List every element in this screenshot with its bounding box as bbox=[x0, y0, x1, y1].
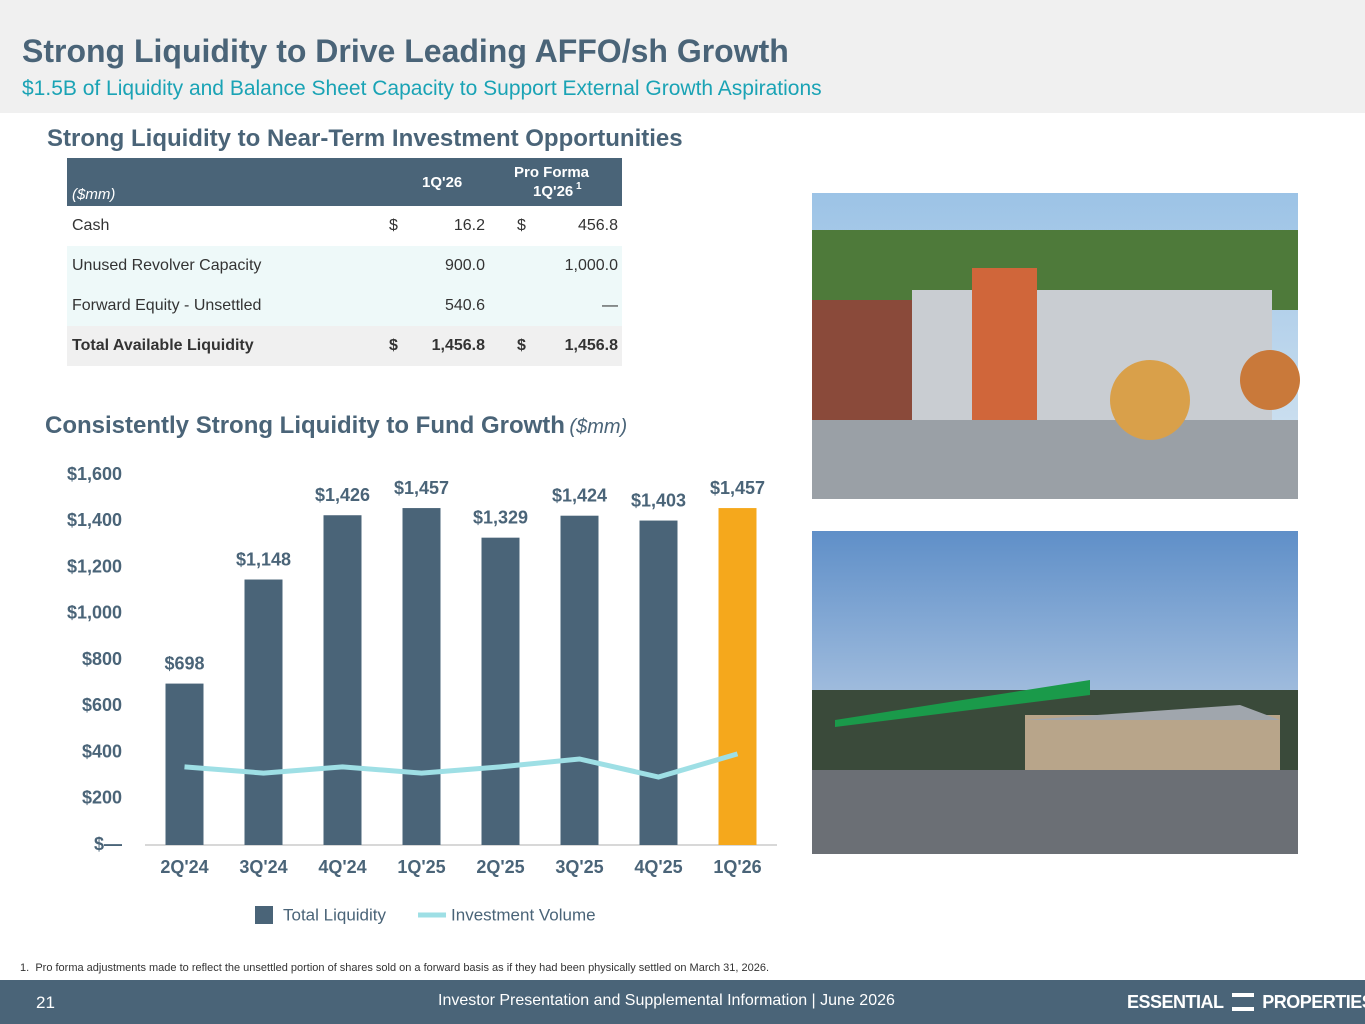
table-cell: $ bbox=[389, 337, 398, 354]
data-label: $1,457 bbox=[394, 478, 449, 498]
table-cell: $ bbox=[389, 217, 398, 234]
table-row: Total Available Liquidity $1,456.8 $1,456.… bbox=[67, 326, 622, 366]
table-cell: 456.8 bbox=[577, 217, 618, 234]
table-header: ($mm) 1Q'26 Pro Forma 1Q'26 1 bbox=[67, 158, 622, 206]
x-tick-label: 4Q'24 bbox=[318, 857, 366, 877]
x-tick-label: 1Q'26 bbox=[713, 857, 761, 877]
column-header: Pro Forma bbox=[514, 164, 590, 181]
data-label: $1,457 bbox=[710, 478, 765, 498]
chart-unit: ($mm) bbox=[569, 416, 628, 438]
data-label: $1,148 bbox=[236, 549, 291, 569]
table-cell: 900.0 bbox=[444, 257, 485, 274]
footnote-marker: 1. bbox=[20, 962, 30, 974]
y-tick-label: $1,400 bbox=[67, 510, 122, 530]
table-row: Cash $16.2 $456.8 bbox=[67, 206, 622, 246]
legend-label: Total Liquidity bbox=[283, 905, 387, 924]
bar bbox=[481, 537, 520, 845]
row-label: Unused Revolver Capacity bbox=[72, 257, 262, 274]
data-label: $1,403 bbox=[631, 490, 686, 510]
y-tick-label: $800 bbox=[82, 649, 122, 669]
table-cell: 16.2 bbox=[453, 217, 485, 234]
page-number: 21 bbox=[36, 993, 55, 1012]
table-row: Forward Equity - Unsettled 540.6 — bbox=[67, 286, 622, 326]
column-header: 1Q'26 bbox=[533, 183, 574, 200]
line bbox=[184, 751, 739, 780]
table-row: Unused Revolver Capacity 900.0 1,000.0 bbox=[67, 246, 622, 286]
footnote-text: Pro forma adjustments made to reflect th… bbox=[35, 962, 770, 974]
footer-band bbox=[0, 980, 1365, 1024]
data-label: $1,329 bbox=[473, 507, 528, 527]
bar bbox=[560, 515, 599, 845]
bar bbox=[244, 579, 283, 845]
data-label: $1,424 bbox=[552, 485, 607, 505]
y-tick-label: $200 bbox=[82, 788, 122, 808]
x-tick-label: 2Q'25 bbox=[476, 857, 524, 877]
table-cell: 540.6 bbox=[444, 297, 485, 314]
x-tick-label: 1Q'25 bbox=[397, 857, 445, 877]
row-label: Cash bbox=[72, 217, 110, 234]
row-label: Total Available Liquidity bbox=[72, 337, 254, 354]
table-cell: 1,456.8 bbox=[564, 337, 618, 354]
legend-label: Investment Volume bbox=[451, 905, 596, 924]
y-tick-label: $— bbox=[94, 834, 122, 854]
footnote: 1. Pro forma adjustments made to reflect… bbox=[20, 962, 769, 974]
data-label: $698 bbox=[164, 653, 204, 673]
bar bbox=[718, 508, 757, 845]
x-tick-label: 4Q'25 bbox=[634, 857, 682, 877]
logo-text: ESSENTIAL bbox=[1127, 992, 1224, 1012]
bar bbox=[402, 508, 441, 845]
data-label: $1,426 bbox=[315, 485, 370, 505]
y-tick-label: $1,600 bbox=[67, 464, 122, 484]
section-title: Strong Liquidity to Near-Term Investment… bbox=[47, 125, 683, 152]
logo-mark bbox=[1231, 993, 1254, 1011]
footnote-marker: 1 bbox=[576, 181, 582, 192]
column-header: 1Q'26 bbox=[422, 174, 463, 191]
table-cell: 1,000.0 bbox=[564, 257, 618, 274]
y-tick-label: $400 bbox=[82, 741, 122, 761]
y-tick-label: $1,200 bbox=[67, 556, 122, 576]
y-tick-label: $600 bbox=[82, 695, 122, 715]
row-label: Forward Equity - Unsettled bbox=[72, 297, 262, 314]
x-tick-label: 3Q'25 bbox=[555, 857, 603, 877]
bar bbox=[323, 515, 362, 845]
footer-text: Investor Presentation and Supplemental I… bbox=[438, 992, 895, 1009]
bar bbox=[165, 683, 204, 845]
header-band bbox=[0, 0, 1365, 113]
logo-text: PROPERTIES bbox=[1262, 992, 1365, 1012]
chart-heading: Consistently Strong Liquidity to Fund Gr… bbox=[45, 412, 627, 440]
legend-swatch bbox=[255, 906, 273, 924]
x-tick-label: 3Q'24 bbox=[239, 857, 287, 877]
slide-subtitle: $1.5B of Liquidity and Balance Sheet Cap… bbox=[22, 77, 822, 100]
chart-title: Consistently Strong Liquidity to Fund Gr… bbox=[45, 412, 565, 439]
photo-building bbox=[812, 193, 1300, 499]
y-tick-label: $1,000 bbox=[67, 603, 122, 623]
x-tick-label: 2Q'24 bbox=[160, 857, 208, 877]
table-cell: $ bbox=[517, 217, 526, 234]
table-cell: $ bbox=[517, 337, 526, 354]
table-cell: — bbox=[602, 297, 618, 314]
table-cell: 1,456.8 bbox=[431, 337, 485, 354]
bar bbox=[639, 520, 678, 845]
logo: ESSENTIAL PROPERTIES bbox=[1127, 992, 1365, 1013]
liquidity-table: ($mm) 1Q'26 Pro Forma 1Q'26 1 Cash $16.2 $… bbox=[67, 158, 622, 366]
slide-title: Strong Liquidity to Drive Leading AFFO/s… bbox=[22, 33, 789, 69]
photo-gas-station bbox=[812, 531, 1298, 854]
unit-label: ($mm) bbox=[72, 186, 116, 203]
